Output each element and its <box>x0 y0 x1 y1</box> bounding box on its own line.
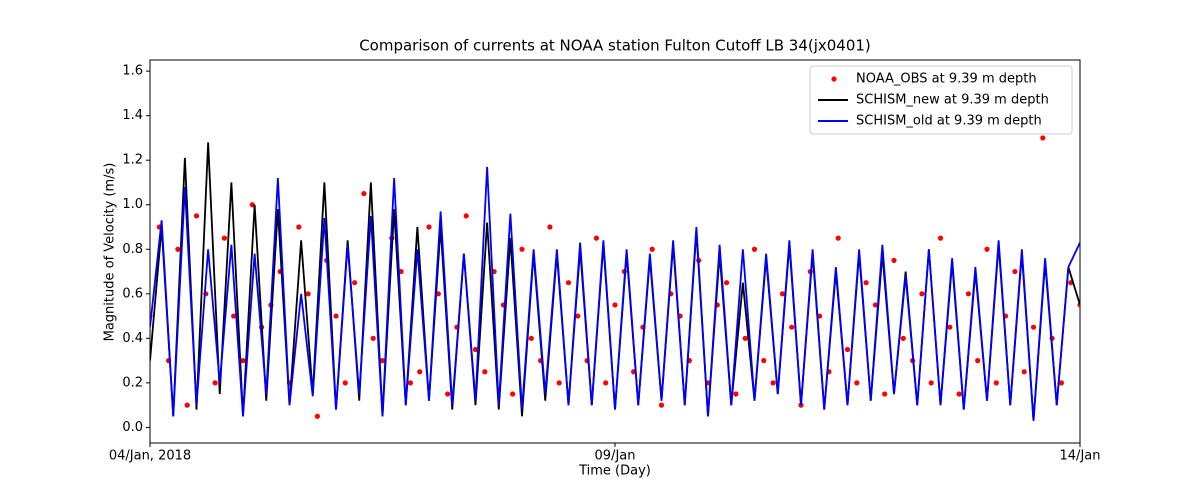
obs-point <box>975 358 981 364</box>
obs-point <box>779 291 786 297</box>
obs-point <box>379 358 386 364</box>
obs-point <box>965 291 972 297</box>
obs-point <box>221 235 227 241</box>
obs-point <box>844 346 851 353</box>
obs-point <box>556 380 562 386</box>
obs-point <box>240 358 246 364</box>
series-line <box>150 166 1080 421</box>
obs-point <box>1030 324 1037 330</box>
obs-point <box>565 280 572 286</box>
obs-point <box>314 413 320 419</box>
obs-point <box>1040 135 1046 141</box>
obs-point <box>370 335 376 341</box>
x-tick-label: 14/Jan <box>1060 449 1101 464</box>
y-tick-label: 1.6 <box>122 64 143 79</box>
legend-marker <box>831 76 837 82</box>
x-tick-label: 04/Jan, 2018 <box>109 449 191 464</box>
obs-point <box>184 402 190 408</box>
obs-point <box>445 391 451 397</box>
legend-box <box>809 65 1073 135</box>
obs-point <box>212 380 218 386</box>
obs-point <box>835 235 841 241</box>
obs-point <box>863 280 869 286</box>
obs-point <box>472 346 479 353</box>
obs-point <box>928 380 934 386</box>
obs-point <box>342 380 348 386</box>
obs-point <box>603 380 609 386</box>
obs-point <box>789 324 795 330</box>
obs-point <box>649 246 655 252</box>
legend-label: SCHISM_new at 9.39 m depth <box>856 93 1049 108</box>
obs-point <box>1058 380 1064 386</box>
legend-label: SCHISM_old at 9.39 m depth <box>856 114 1042 129</box>
obs-point <box>510 391 516 397</box>
obs-point <box>658 402 665 408</box>
obs-point <box>231 313 237 319</box>
obs-point <box>352 280 358 286</box>
obs-point <box>361 191 367 197</box>
y-tick-label: 1.4 <box>122 108 143 123</box>
obs-point <box>426 224 432 230</box>
obs-point <box>575 313 581 319</box>
obs-point <box>742 335 748 341</box>
obs-point <box>956 391 962 397</box>
y-tick-label: 1.0 <box>122 197 143 212</box>
obs-point <box>724 280 730 286</box>
y-tick-label: 0.0 <box>122 420 143 435</box>
plot-area <box>150 135 1080 421</box>
obs-point <box>296 224 302 230</box>
obs-point <box>761 358 767 364</box>
obs-point <box>872 302 879 308</box>
obs-point <box>249 202 255 208</box>
y-tick-label: 0.8 <box>122 242 143 257</box>
x-axis-label: Time (Day) <box>578 464 651 479</box>
y-tick-label: 0.2 <box>122 375 143 390</box>
obs-point <box>1021 369 1027 375</box>
obs-point <box>407 380 413 386</box>
obs-point <box>882 391 888 397</box>
obs-point <box>1012 268 1018 275</box>
obs-point <box>593 235 600 241</box>
obs-point <box>417 369 423 375</box>
obs-point <box>900 335 906 341</box>
obs-point <box>482 369 488 375</box>
obs-point <box>854 380 860 386</box>
obs-point <box>937 235 944 241</box>
obs-point <box>175 246 181 252</box>
obs-point <box>770 380 776 386</box>
obs-point <box>519 246 525 252</box>
obs-point <box>333 313 339 319</box>
obs-point <box>751 246 758 252</box>
obs-point <box>919 291 925 297</box>
obs-point <box>612 302 618 308</box>
y-tick-label: 0.6 <box>122 286 143 301</box>
legend-label: NOAA_OBS at 9.39 m depth <box>856 72 1037 87</box>
obs-point <box>947 324 953 330</box>
y-axis-label: Magnitude of Velocity (m/s) <box>103 163 118 342</box>
obs-point <box>305 291 311 297</box>
obs-point <box>547 224 553 230</box>
chart-title: Comparison of currents at NOAA station F… <box>359 37 871 55</box>
obs-point <box>984 246 990 252</box>
obs-point <box>891 257 897 264</box>
obs-point <box>528 335 534 341</box>
x-tick-label: 09/Jan <box>595 449 636 464</box>
obs-point <box>733 391 739 397</box>
obs-point <box>193 213 200 219</box>
obs-point <box>463 213 469 219</box>
obs-point <box>993 380 999 386</box>
y-tick-label: 1.2 <box>122 153 143 168</box>
y-tick-label: 0.4 <box>122 331 143 346</box>
series-line <box>150 142 1080 421</box>
